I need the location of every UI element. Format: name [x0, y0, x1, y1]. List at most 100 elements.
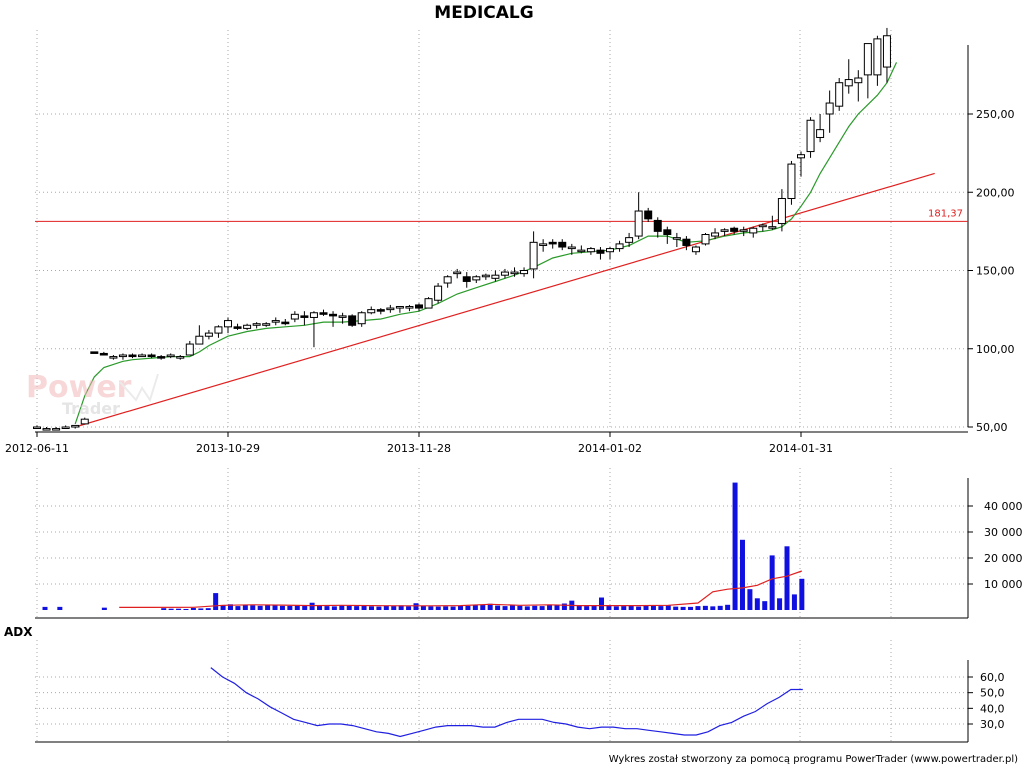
candle-body [825, 102, 834, 115]
candle-body [472, 276, 481, 281]
candle [844, 59, 853, 94]
candle [71, 424, 80, 429]
adx-ytick-label: 40,0 [980, 702, 1005, 715]
candle-body [806, 119, 815, 153]
adx-label: ADX [4, 625, 33, 639]
volume-bar [361, 605, 367, 610]
volume-bar [57, 606, 63, 610]
candle [863, 43, 872, 99]
footer-credit: Wykres został stworzony za pomocą progra… [609, 754, 1018, 765]
candle [300, 311, 309, 326]
candle-body [481, 274, 490, 278]
candle [243, 323, 252, 330]
volume-bar [383, 605, 389, 610]
candle-body [61, 426, 70, 429]
volume-bar [680, 606, 686, 610]
volume-bar [228, 604, 233, 610]
volume-bar [331, 606, 337, 610]
volume-bar [458, 605, 464, 610]
volume-bar [465, 605, 471, 610]
candle [472, 275, 481, 284]
volume-bar [599, 597, 604, 610]
candle [777, 189, 786, 232]
candle [309, 311, 318, 348]
candle [797, 151, 805, 177]
volume-bar [279, 605, 285, 610]
candle-body [157, 356, 166, 359]
candle [42, 427, 51, 431]
volume-bar [636, 606, 642, 610]
candle [854, 70, 863, 102]
candle-body [329, 313, 338, 317]
candle-body [395, 305, 404, 309]
candle-body [691, 246, 700, 253]
candle [252, 322, 261, 329]
volume-bar [443, 606, 449, 610]
candle-body [33, 426, 41, 429]
volume-bar [547, 605, 553, 610]
volume-bar [309, 602, 315, 610]
candle [233, 323, 242, 330]
volume-bar [673, 606, 679, 610]
candle [634, 192, 643, 240]
candle [338, 312, 347, 324]
volume-bar [643, 605, 649, 610]
candle [558, 239, 567, 251]
candle [491, 270, 500, 282]
volume-bar [606, 605, 612, 610]
candle-body [539, 243, 548, 246]
candle-body [510, 271, 519, 275]
volume-bar [406, 606, 412, 610]
volume-bar [272, 605, 278, 610]
candle [873, 35, 882, 86]
volume-bar [584, 606, 590, 610]
candle-body [224, 320, 232, 328]
candle [768, 215, 777, 230]
price-xtick-label: 2014-01-31 [769, 442, 833, 455]
candle [195, 325, 204, 345]
candle [586, 247, 595, 255]
candle [329, 311, 338, 327]
candle-body [720, 229, 729, 232]
volume-bar [183, 608, 189, 610]
candle-body [42, 428, 51, 431]
candle [367, 306, 376, 315]
candle [625, 232, 634, 248]
resistance-line-label: 181,37 [928, 208, 963, 219]
volume-bar [368, 606, 374, 610]
volume-bar [665, 605, 671, 610]
candle [500, 268, 509, 279]
candle-body [319, 312, 328, 315]
volume-bar [613, 606, 619, 610]
candle [825, 90, 834, 133]
candle [653, 217, 662, 238]
volume-bar [502, 606, 508, 610]
candle [90, 351, 99, 354]
candle-body [749, 227, 758, 234]
candle [835, 78, 844, 111]
volume-bar [398, 605, 404, 610]
candle-body [443, 276, 452, 284]
candle-body [300, 315, 309, 318]
volume-bar [524, 606, 530, 610]
volume-bar [784, 546, 790, 610]
price-panel: 50,00 100,00 150,00 200,00 250,00 2012-06-11 2… [5, 27, 1015, 455]
volume-average-line [119, 570, 802, 609]
candle-body [195, 335, 204, 345]
volume-bar [658, 606, 664, 610]
candle-body [252, 323, 261, 326]
candle-body [128, 354, 137, 358]
volume-bar [747, 589, 753, 610]
candle-body [586, 248, 595, 253]
volume-bar [213, 593, 219, 610]
volume-ytick-label: 10 000 [984, 578, 1023, 591]
candle-body [271, 320, 280, 323]
candle-body [348, 315, 357, 326]
adx-line [210, 667, 803, 738]
volume-bar [509, 605, 515, 610]
volume-bar [621, 606, 627, 610]
candle-body [109, 356, 118, 359]
volume-bar [101, 607, 107, 610]
candle-body [147, 354, 156, 358]
